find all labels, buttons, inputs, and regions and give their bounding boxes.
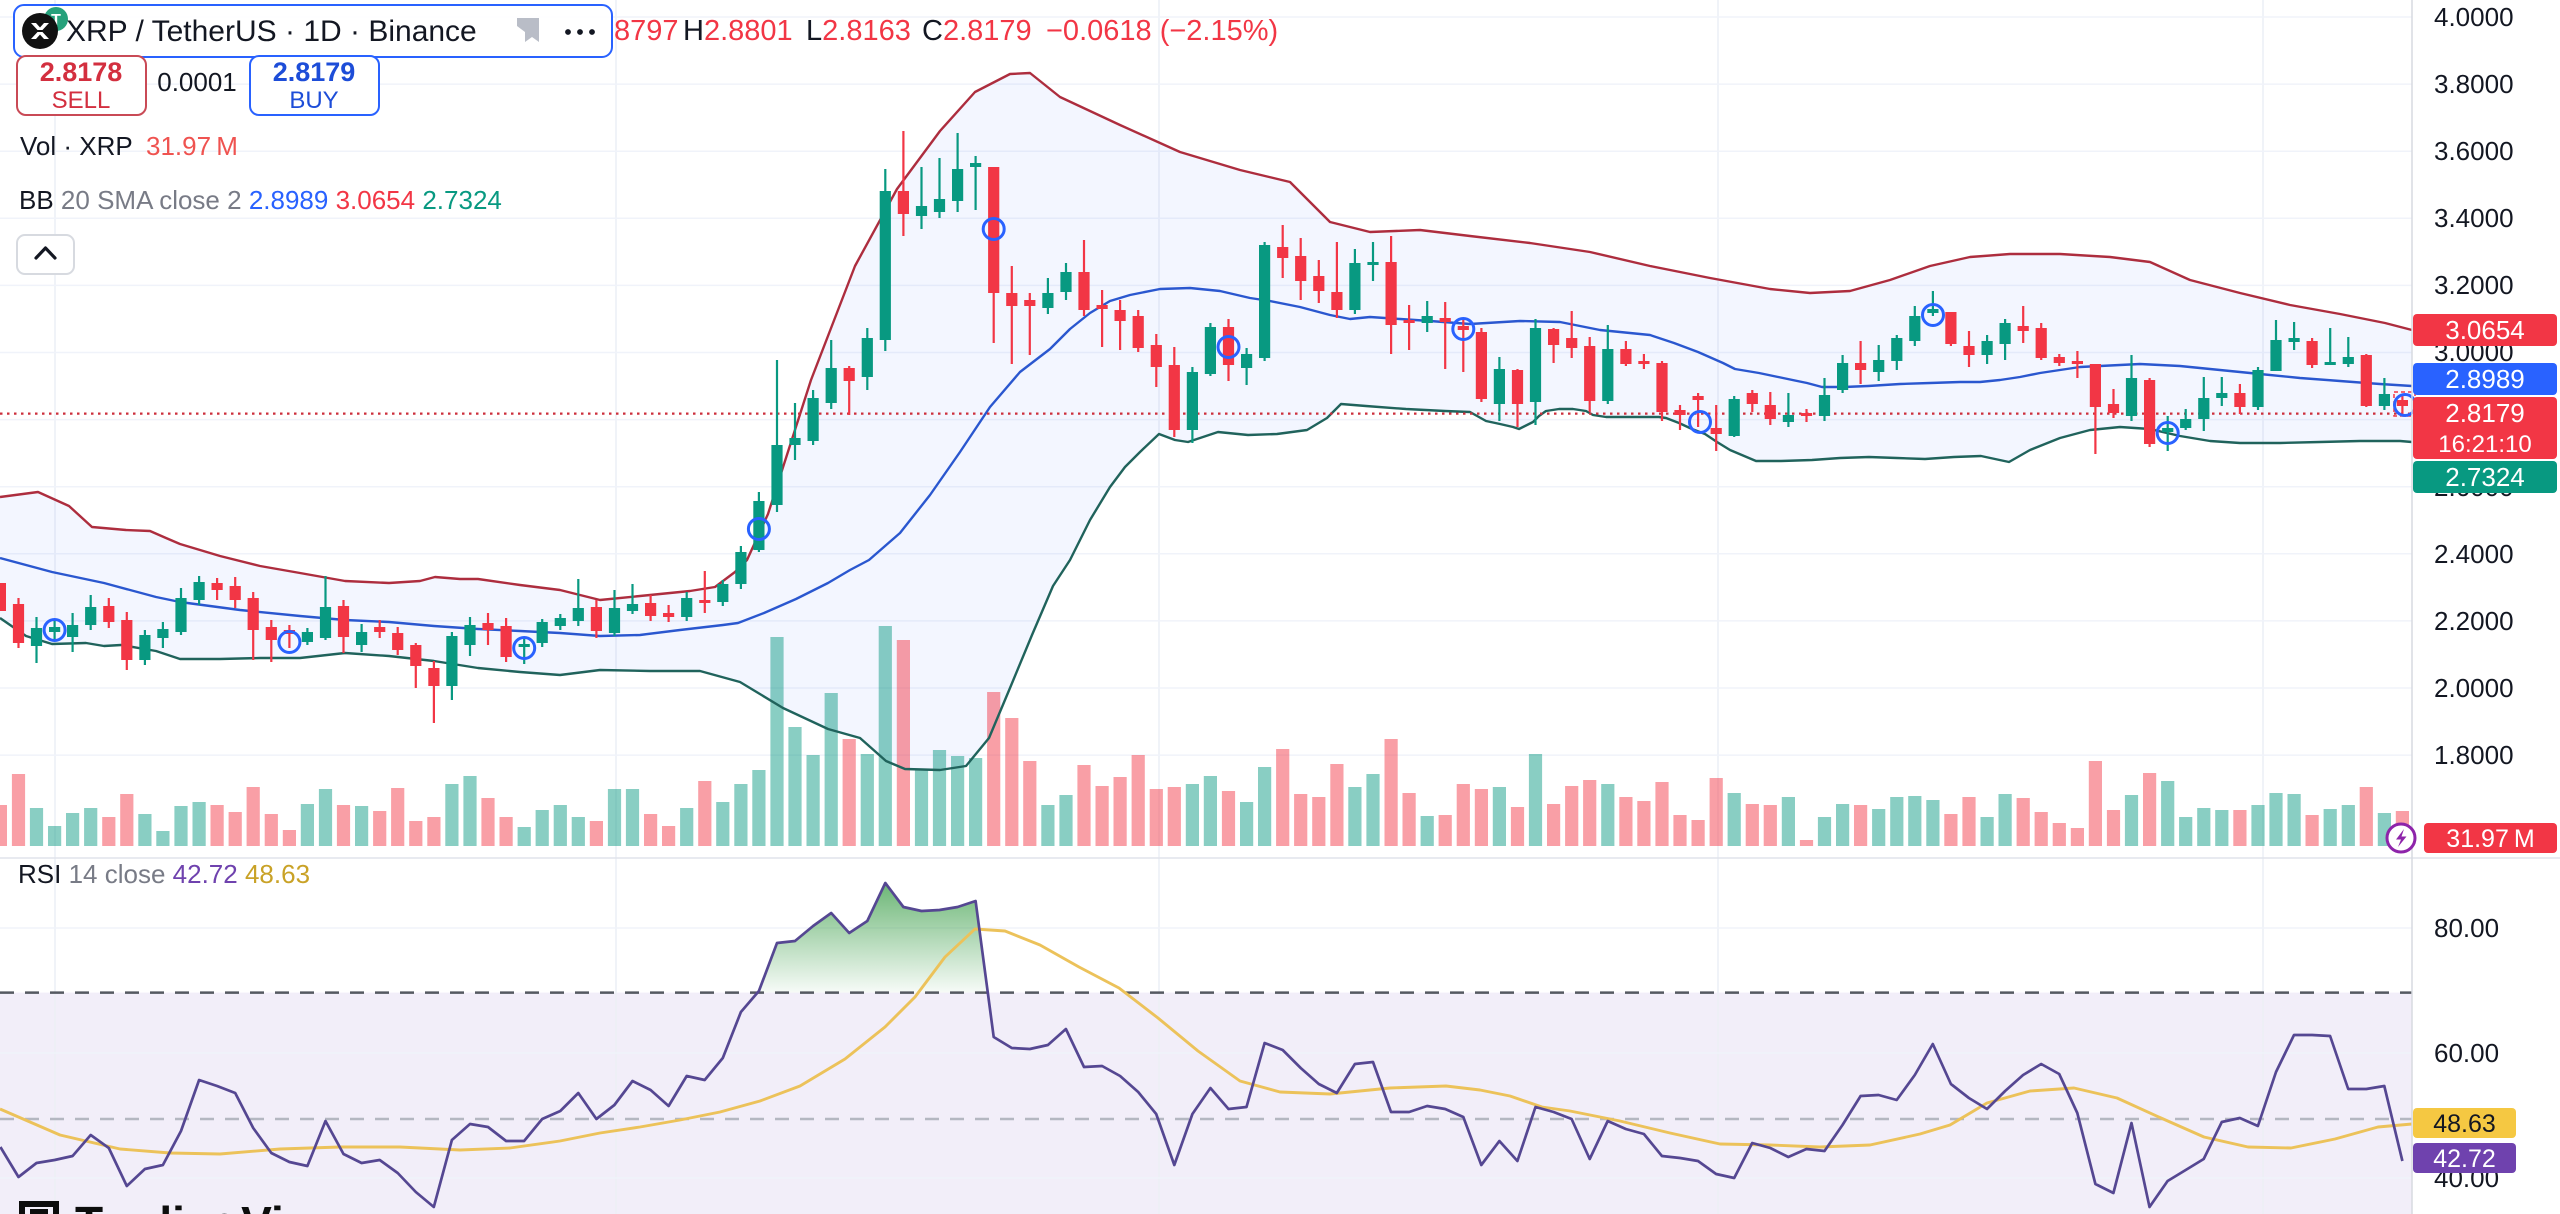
svg-text:BUY: BUY <box>289 87 338 114</box>
svg-text:2.8179: 2.8179 <box>273 57 356 87</box>
svg-text:2.0000: 2.0000 <box>2434 673 2514 703</box>
svg-text:0.0001: 0.0001 <box>157 67 237 97</box>
svg-text:2.2000: 2.2000 <box>2434 606 2514 636</box>
svg-text:2.4000: 2.4000 <box>2434 539 2514 569</box>
svg-text:TradingView: TradingView <box>75 1197 345 1214</box>
svg-text:3.2000: 3.2000 <box>2434 270 2514 300</box>
svg-text:31.97 M: 31.97 M <box>146 131 238 161</box>
svg-text:1.8000: 1.8000 <box>2434 740 2514 770</box>
svg-text:SELL: SELL <box>52 87 111 114</box>
svg-text:2.8178: 2.8178 <box>40 57 123 87</box>
svg-text:48.63: 48.63 <box>2433 1110 2496 1138</box>
svg-text:2.8179: 2.8179 <box>2445 398 2525 428</box>
svg-text:3.8000: 3.8000 <box>2434 69 2514 99</box>
svg-text:80.00: 80.00 <box>2434 913 2499 943</box>
svg-text:60.00: 60.00 <box>2434 1038 2499 1068</box>
svg-text:T: T <box>51 12 61 29</box>
svg-text:42.72: 42.72 <box>2433 1145 2496 1173</box>
svg-text:3.4000: 3.4000 <box>2434 203 2514 233</box>
svg-text:3.0654: 3.0654 <box>2445 315 2525 345</box>
svg-text:2.7324: 2.7324 <box>2445 462 2525 492</box>
svg-text:3.6000: 3.6000 <box>2434 136 2514 166</box>
svg-text:H2.8801: H2.8801 <box>683 15 793 47</box>
svg-text:2.8989: 2.8989 <box>2445 364 2525 394</box>
svg-text:16:21:10: 16:21:10 <box>2438 431 2531 458</box>
svg-text:−0.0618 (−2.15%): −0.0618 (−2.15%) <box>1046 15 1278 47</box>
svg-text:RSI 14 close 42.72 48.63: RSI 14 close 42.72 48.63 <box>18 859 310 889</box>
svg-text:Vol · XRP: Vol · XRP <box>20 131 133 161</box>
svg-text:BB 20 SMA close 2 2.8989 3.06: BB 20 SMA close 2 2.8989 3.0654 2.7324 <box>19 185 502 215</box>
svg-text:L2.8163: L2.8163 <box>806 15 911 47</box>
svg-text:8797: 8797 <box>614 15 679 47</box>
svg-text:4.0000: 4.0000 <box>2434 2 2514 32</box>
svg-text:XRP / TetherUS · 1D · Binance: XRP / TetherUS · 1D · Binance <box>66 15 477 48</box>
svg-text:31.97 M: 31.97 M <box>2446 825 2534 853</box>
svg-text:C2.8179: C2.8179 <box>922 15 1032 47</box>
